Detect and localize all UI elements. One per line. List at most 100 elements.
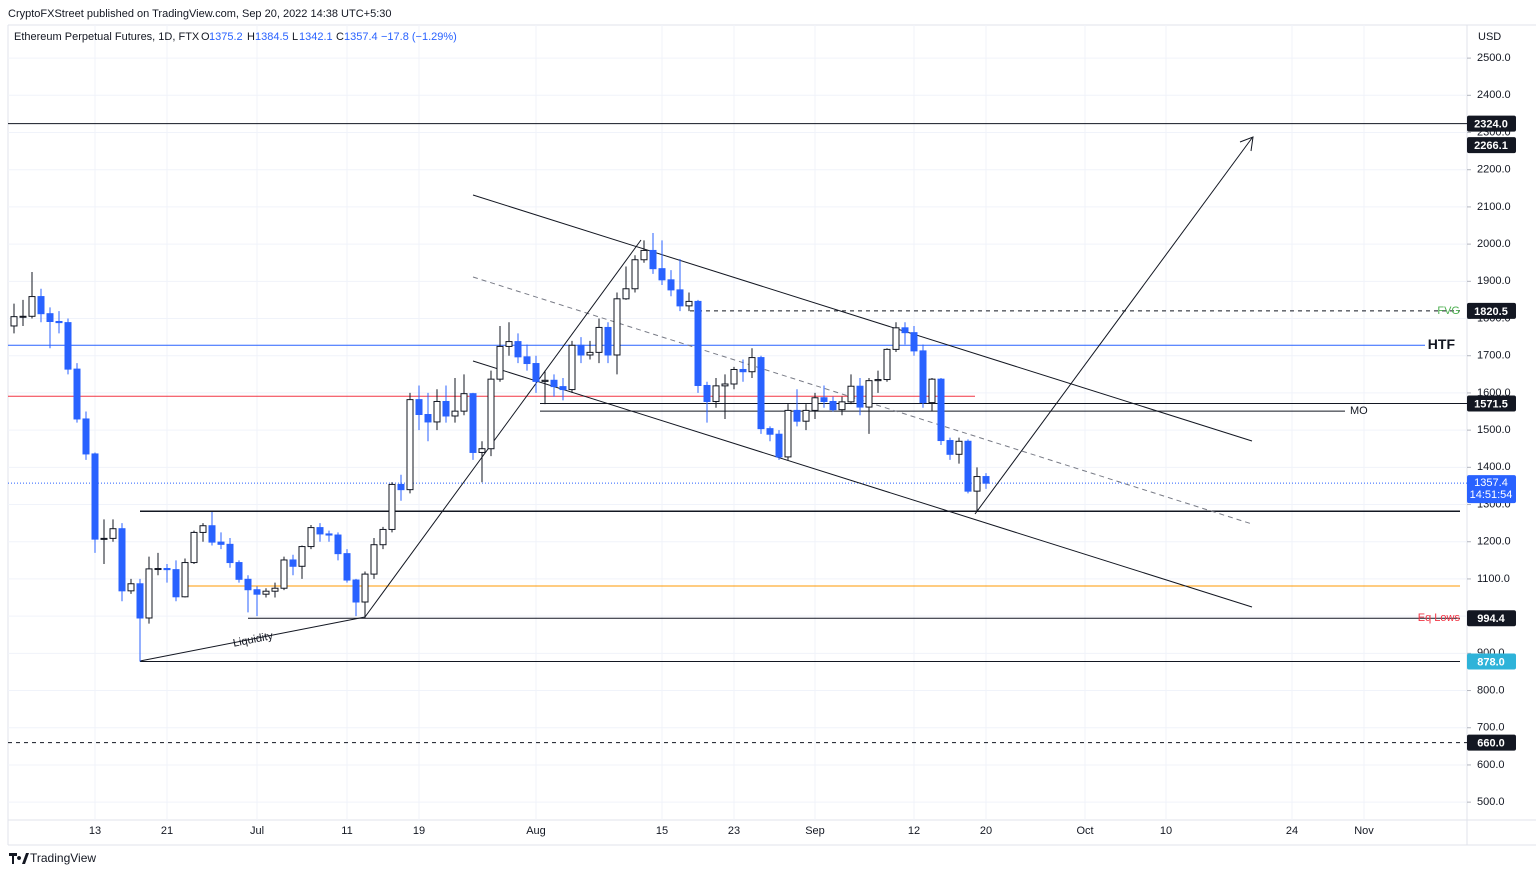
y-tick-label: 1200.0 [1477,536,1511,548]
candle-body [829,400,837,411]
candle-body [136,583,144,619]
change: −17.8 (−1.29%) [381,31,457,43]
candle-body [622,288,630,300]
candle-body [811,397,819,411]
level-label: 994.4 [1477,613,1505,625]
candle-body [172,569,180,598]
level-label: 1820.5 [1474,306,1508,318]
candle-body [739,368,747,373]
candle-body [397,483,405,491]
candle-body [433,400,441,423]
candle-body [883,348,891,381]
candle-body [937,378,945,442]
level-note: FVG [1437,305,1460,317]
candle-body [460,393,468,412]
candle-body [37,296,45,315]
candle-body [496,345,504,380]
candle-body [703,384,711,402]
candle-body [982,476,990,484]
y-tick-label: 1700.0 [1477,350,1511,362]
candle-body [667,279,675,291]
y-tick-label: 1400.0 [1477,461,1511,473]
candle-body [901,327,909,334]
candle-body [919,350,927,404]
candle-body [577,344,585,356]
candle-body [100,537,108,540]
candle-body [775,433,783,458]
candle-body [910,332,918,352]
x-tick-label: Jul [250,825,264,837]
candle-body [478,448,486,453]
candle-body [469,393,477,453]
brand: TradingView [9,851,96,865]
candle-body [640,249,648,261]
x-tick-label: Aug [526,825,546,837]
candle-body [838,401,846,411]
candle-body [784,409,792,458]
brand-name: TradingView [30,851,96,865]
candle-body [559,386,567,391]
candle-body [442,400,450,417]
projection-arrow [974,137,1253,515]
y-tick-label: 2500.0 [1477,52,1511,64]
channel-upper [472,194,1253,442]
candle-body [946,440,954,455]
level-label-box [1467,734,1516,751]
candle-body [541,379,549,382]
candle-body [154,568,162,571]
level-label-box [1467,137,1516,154]
candle-body [406,399,414,491]
last-price-label: 1357.4 [1474,477,1508,489]
arrow-head [1239,136,1254,152]
candle-body [280,559,288,589]
candle-body [523,356,531,365]
candle-body [82,418,90,455]
candle-body [127,583,135,592]
level-label-box [1467,302,1516,319]
c-value: 1357.4 [344,31,378,43]
currency: USD [1478,31,1501,43]
candle-body [298,546,306,567]
x-tick-label: 23 [728,825,740,837]
candle-body [820,397,828,402]
candle-body [289,559,297,567]
ohlc-legend: Ethereum Perpetual Futures, 1D, FTX O 13… [14,31,457,43]
candle-body [766,428,774,435]
y-tick-label: 1100.0 [1477,573,1510,585]
level-label: 660.0 [1477,738,1505,750]
level-label: 2266.1 [1474,140,1508,152]
candle-body [955,440,963,455]
candle-body [73,368,81,420]
candle-body [181,562,189,598]
candle-body [721,383,729,387]
y-tick-label: 600.0 [1477,759,1505,771]
candle-body [964,440,972,492]
candle-body [685,300,693,307]
candle-body [550,379,558,388]
symbol: Ethereum Perpetual Futures, 1D, FTX [14,31,200,43]
x-tick-label: 10 [1160,825,1172,837]
candle-body [730,368,738,385]
y-tick-label: 500.0 [1477,796,1505,808]
candle-body [595,326,603,353]
candle-body [658,268,666,281]
candle-body [874,379,882,382]
candle-body [226,543,234,564]
level-label-box [1467,395,1516,412]
candle-body [586,351,594,356]
candle-body [361,573,369,603]
liquidity-line [139,616,366,662]
candle-body [244,578,252,591]
o-key: O [201,31,210,43]
y-tick-label: 2100.0 [1477,201,1511,213]
x-tick-label: 13 [89,825,101,837]
candle-body [325,533,333,536]
candle-body [379,528,387,546]
candle-body [424,414,432,423]
candle-body [28,296,36,317]
candle-body [694,300,702,386]
candle-body [343,553,351,581]
y-tick-label: 2200.0 [1477,164,1511,176]
